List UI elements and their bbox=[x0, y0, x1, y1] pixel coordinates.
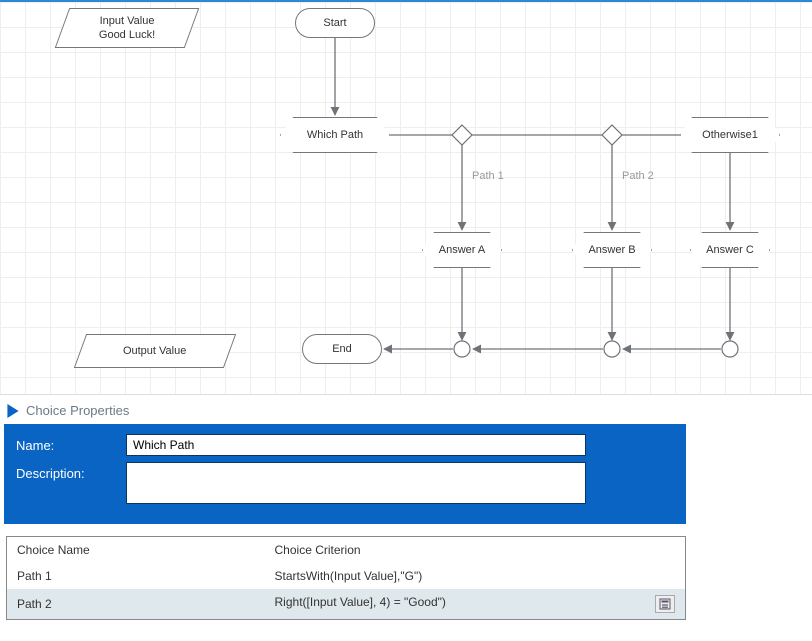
node-output-value[interactable]: Output Value bbox=[74, 334, 236, 368]
properties-panel-title: Choice Properties bbox=[26, 403, 129, 418]
cell-choice-name: Path 1 bbox=[7, 563, 265, 589]
flowchart-canvas[interactable]: Input ValueGood Luck! Start Which Path O… bbox=[0, 0, 812, 395]
node-answer-a[interactable]: Answer A bbox=[422, 232, 502, 268]
calculator-icon bbox=[659, 598, 671, 610]
edge-label-path1: Path 1 bbox=[472, 170, 504, 182]
node-start[interactable]: Start bbox=[295, 8, 375, 38]
column-header-criterion: Choice Criterion bbox=[265, 537, 686, 564]
node-label: Answer C bbox=[706, 243, 754, 257]
description-input[interactable] bbox=[126, 462, 586, 504]
node-label: Answer A bbox=[439, 243, 485, 257]
node-label: Which Path bbox=[307, 128, 363, 142]
table-row[interactable]: Path 1 StartsWith(Input Value],"G") bbox=[7, 563, 686, 589]
name-label: Name: bbox=[16, 434, 126, 453]
expression-editor-button[interactable] bbox=[655, 595, 675, 613]
cell-choice-criterion: Right([Input Value], 4) = "Good") bbox=[265, 589, 686, 620]
edge-label-path2: Path 2 bbox=[622, 170, 654, 182]
node-answer-c[interactable]: Answer C bbox=[690, 232, 770, 268]
node-answer-b[interactable]: Answer B bbox=[572, 232, 652, 268]
properties-panel: Name: Description: bbox=[4, 424, 686, 524]
node-label: Input ValueGood Luck! bbox=[99, 14, 155, 43]
node-end[interactable]: End bbox=[302, 334, 382, 364]
cell-choice-name: Path 2 bbox=[7, 589, 265, 620]
node-input-value[interactable]: Input ValueGood Luck! bbox=[55, 8, 200, 48]
table-row[interactable]: Path 2 Right([Input Value], 4) = "Good") bbox=[7, 589, 686, 620]
node-label: Start bbox=[323, 16, 346, 30]
description-label: Description: bbox=[16, 462, 126, 481]
node-label: Output Value bbox=[123, 344, 186, 358]
cell-choice-criterion: StartsWith(Input Value],"G") bbox=[265, 563, 686, 589]
chevron-right-icon bbox=[6, 404, 20, 418]
name-input[interactable] bbox=[126, 434, 586, 456]
node-which-path[interactable]: Which Path bbox=[280, 117, 390, 153]
node-label: Otherwise1 bbox=[702, 128, 758, 142]
node-otherwise[interactable]: Otherwise1 bbox=[680, 117, 780, 153]
node-label: End bbox=[332, 342, 352, 356]
choice-table[interactable]: Choice Name Choice Criterion Path 1 Star… bbox=[6, 536, 686, 620]
properties-panel-header: Choice Properties bbox=[0, 395, 812, 424]
node-label: Answer B bbox=[588, 243, 635, 257]
column-header-name: Choice Name bbox=[7, 537, 265, 564]
